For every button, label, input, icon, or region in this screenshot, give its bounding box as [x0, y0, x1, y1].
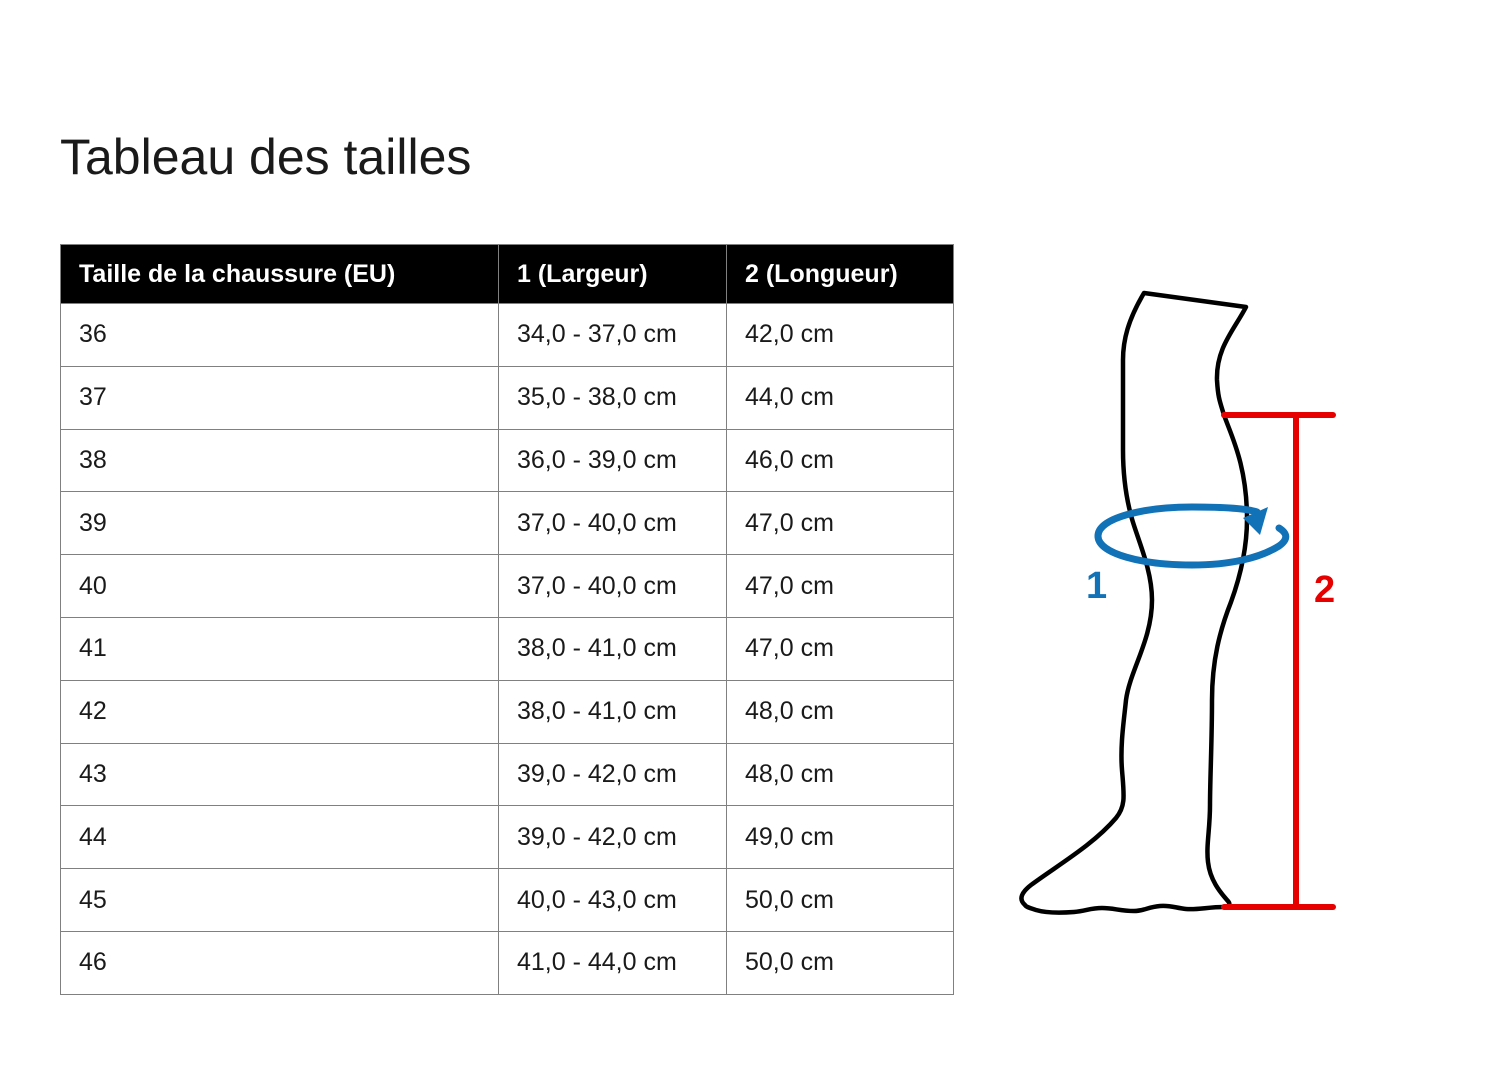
svg-text:1: 1: [1086, 565, 1107, 607]
svg-text:2: 2: [1314, 569, 1335, 611]
